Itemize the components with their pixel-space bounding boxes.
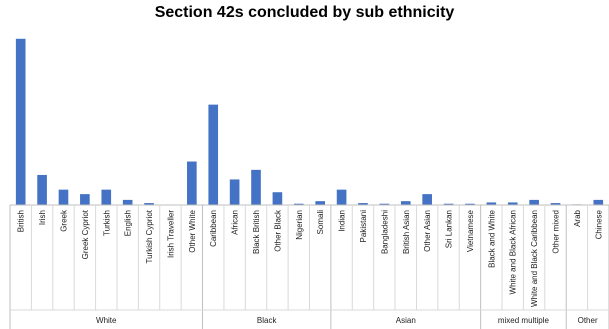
bar-turkish-cypriot	[144, 203, 154, 205]
bar-african	[229, 179, 240, 205]
category-label: Black and White	[487, 209, 496, 267]
category-label: Sri Lankan	[445, 210, 454, 248]
chart-title: Section 42s concluded by sub ethnicity	[154, 4, 455, 21]
bar-black-and-white	[486, 202, 497, 205]
category-label: British	[17, 210, 26, 232]
bar-british-asian	[400, 201, 411, 205]
bar-english	[122, 199, 133, 205]
category-label: Vietnamese	[466, 209, 475, 252]
group-label: White	[96, 316, 117, 325]
category-label: Chinese	[594, 209, 603, 239]
category-label: Somali	[316, 210, 325, 235]
category-label: Caribbean	[209, 210, 218, 247]
bar-chinese	[593, 199, 604, 205]
category-label: Other mixed	[552, 210, 561, 254]
bar-vietnamese	[465, 203, 475, 205]
bar-british	[15, 38, 26, 206]
bar-somali	[315, 201, 326, 205]
category-label: Greek Cypriot	[81, 209, 90, 259]
bar-turkish	[101, 189, 112, 205]
category-label: Arab	[573, 209, 582, 226]
category-label: Irish Traveller	[166, 210, 175, 258]
bar-indian	[336, 189, 347, 205]
category-label: Irish	[38, 210, 47, 225]
category-label: Greek	[59, 209, 68, 232]
category-label: British Asian	[402, 210, 411, 254]
bar-other-black	[272, 192, 283, 205]
bar-sri-lankan	[443, 203, 454, 205]
bar-white-and-black-caribbean	[529, 199, 539, 205]
category-label: Black British	[252, 210, 261, 254]
bar-greek	[58, 189, 69, 205]
category-label: Turkish Cypriot	[145, 209, 154, 263]
bar-other-white	[187, 161, 197, 205]
group-label: Black	[257, 316, 278, 325]
bar-other-asian	[422, 194, 432, 205]
category-label: Other Asian	[423, 210, 432, 252]
bar-irish	[37, 174, 47, 205]
bar-black-british	[251, 169, 261, 205]
category-label: Other White	[188, 209, 197, 252]
bar-pakistani	[358, 203, 368, 205]
category-label: Turkish	[102, 210, 111, 236]
category-label: Indian	[338, 210, 347, 232]
category-label: African	[231, 210, 240, 235]
category-label: White and Black African	[509, 210, 518, 294]
category-label: White and Black Caribbean	[530, 210, 539, 307]
category-label: Nigerian	[295, 210, 304, 240]
group-label: Asian	[396, 316, 416, 325]
bar-caribbean	[208, 104, 219, 205]
category-label: English	[124, 210, 133, 236]
category-label: Other Black	[273, 209, 282, 252]
bar-other-mixed	[550, 203, 561, 205]
bar-white-and-black-african	[507, 202, 518, 205]
bar-bangladeshi	[379, 203, 390, 205]
group-label: Other	[578, 316, 598, 325]
bar-greek-cypriot	[80, 194, 90, 205]
category-label: Bangladeshi	[380, 210, 389, 254]
category-label: Pakistani	[359, 210, 368, 243]
bar-nigerian	[293, 203, 304, 205]
group-label: mixed multiple	[498, 316, 550, 325]
